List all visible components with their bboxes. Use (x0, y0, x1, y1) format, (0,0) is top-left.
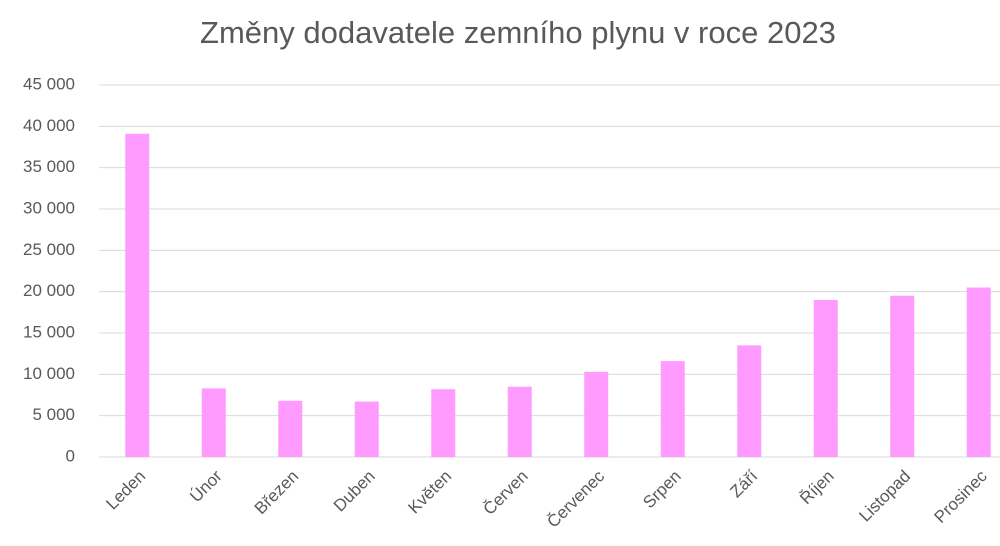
bar (737, 345, 762, 457)
bar (507, 386, 532, 457)
y-tick-label: 0 (66, 446, 75, 465)
x-tick-label: Leden (102, 467, 149, 514)
y-tick-label: 10 000 (23, 364, 75, 383)
bar (584, 371, 609, 457)
x-tick-label: Červen (480, 467, 532, 519)
chart-title: Změny dodavatele zemního plynu v roce 20… (200, 15, 836, 50)
y-tick-label: 45 000 (23, 74, 75, 93)
y-tick-label: 40 000 (23, 116, 75, 135)
x-tick-label: Únor (186, 466, 226, 506)
y-tick-label: 5 000 (32, 405, 75, 424)
y-tick-label: 30 000 (23, 198, 75, 217)
y-tick-label: 25 000 (23, 240, 75, 259)
bar (660, 361, 685, 457)
x-tick-label: Září (726, 466, 761, 501)
x-tick-label: Květen (404, 467, 455, 518)
x-tick-label: Červenec (543, 466, 608, 531)
bar (125, 133, 150, 458)
bar (813, 299, 838, 457)
x-tick-label: Listopad (855, 467, 914, 526)
bar (890, 295, 915, 457)
bar (431, 389, 456, 457)
x-tick-label: Srpen (639, 467, 685, 513)
bar (278, 400, 303, 457)
y-tick-label: 35 000 (23, 157, 75, 176)
bar (966, 287, 991, 457)
x-tick-label: Prosinec (931, 466, 992, 527)
y-tick-label: 20 000 (23, 281, 75, 300)
x-tick-label: Březen (251, 467, 303, 519)
x-tick-label: Duben (330, 467, 379, 516)
y-tick-label: 15 000 (23, 322, 75, 341)
x-tick-label: Říjen (796, 467, 837, 508)
bar (201, 388, 226, 457)
bar (354, 401, 379, 457)
